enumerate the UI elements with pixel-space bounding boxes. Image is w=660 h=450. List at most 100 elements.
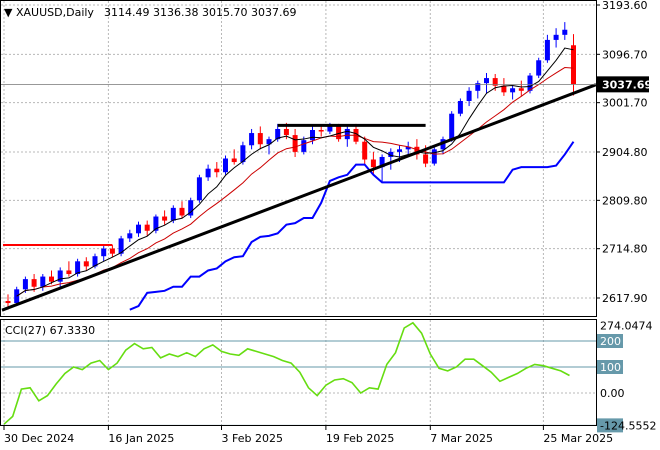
candles <box>5 22 576 310</box>
candle-body <box>501 85 507 93</box>
indicator-lines <box>16 47 575 311</box>
candle-body <box>553 34 559 40</box>
time-label: 7 Mar 2025 <box>430 432 493 445</box>
candle-body <box>5 301 11 304</box>
candle-body <box>414 146 420 155</box>
candle-body <box>344 128 350 140</box>
candle-body <box>162 216 168 221</box>
candle-body <box>336 126 342 140</box>
candle-body <box>170 207 176 221</box>
cci-level-tag <box>597 418 623 433</box>
candle-body <box>75 261 81 275</box>
symbol-dropdown-icon[interactable]: ▼ <box>4 6 13 19</box>
candle-body <box>492 78 498 86</box>
candle-body <box>205 168 211 178</box>
candle-body <box>318 129 324 132</box>
candle-body <box>109 248 115 254</box>
candle-body <box>136 224 141 234</box>
price-tick-label: 3001.70 <box>602 97 648 110</box>
price-grid <box>1 1 596 316</box>
candle-body <box>301 140 307 152</box>
candle-body <box>31 279 37 287</box>
candle-body <box>397 149 402 152</box>
candle-body <box>362 141 368 160</box>
cci-panel-frame <box>0 319 597 426</box>
candle-body <box>144 224 150 231</box>
candle-body <box>275 128 281 140</box>
ohlc-readout: 3114.49 3136.38 3015.70 3037.69 <box>104 6 296 19</box>
candle-body <box>257 133 263 145</box>
price-tick-label: 2617.90 <box>602 292 648 305</box>
time-label: 16 Jan 2025 <box>108 432 174 445</box>
candle-body <box>249 133 255 146</box>
price-panel-frame <box>0 0 597 317</box>
candle-body <box>449 113 455 140</box>
candle-body <box>536 60 542 76</box>
current-price-label: 3037.69 <box>602 78 652 91</box>
time-label: 3 Feb 2025 <box>222 432 283 445</box>
candle-body <box>57 270 63 282</box>
candle-body <box>214 168 220 173</box>
candle-body <box>196 177 202 201</box>
current-price-box <box>597 76 649 93</box>
candle-body <box>327 126 333 132</box>
candle-body <box>179 207 185 216</box>
candle-body <box>153 216 159 231</box>
cci-tick-label: -124.5552 <box>600 419 656 432</box>
candle-body <box>127 233 133 239</box>
candle-body <box>188 200 194 216</box>
support-channel-line <box>129 141 575 311</box>
price-tick-label: 2809.80 <box>602 194 648 207</box>
candle-body <box>484 78 489 84</box>
cci-level-tag <box>597 334 623 348</box>
price-tick-label: 3193.60 <box>602 0 648 12</box>
candle-body <box>466 90 472 101</box>
cci-line <box>3 321 570 425</box>
candle-body <box>310 129 315 141</box>
candle-body <box>571 45 576 85</box>
candle-body <box>101 248 107 257</box>
cci-axis: 274.0474 200 100 0.00 -124.5552 <box>597 320 656 433</box>
time-axis: 30 Dec 2024 16 Jan 2025 3 Feb 2025 19 Feb 2… <box>3 426 613 445</box>
candle-body <box>527 75 533 91</box>
fast-moving-average <box>16 47 574 297</box>
cci-series <box>3 321 570 425</box>
price-axis: 3193.60 3096.70 3001.70 2904.80 2809.80 2714.… <box>596 0 652 305</box>
symbol-label: XAUUSD,Daily <box>16 6 94 19</box>
candle-body <box>83 261 89 267</box>
candle-body <box>370 159 376 168</box>
candle-body <box>66 270 72 275</box>
time-label: 25 Mar 2025 <box>543 432 613 445</box>
time-label: 30 Dec 2024 <box>4 432 74 445</box>
candle-body <box>92 256 98 267</box>
candle-body <box>40 276 46 287</box>
candle-body <box>22 279 28 290</box>
candle-body <box>292 135 298 152</box>
candle-body <box>283 128 289 136</box>
candle-body <box>562 29 568 35</box>
cci-level-label: 200 <box>600 335 621 348</box>
candle-body <box>510 88 516 93</box>
candle-body <box>223 158 228 173</box>
cci-tick-label: 0.00 <box>600 387 625 400</box>
price-tick-label: 2904.80 <box>602 146 648 159</box>
candle-body <box>475 83 481 91</box>
cci-title: CCI(27) 67.3330 <box>5 324 95 337</box>
candle-body <box>118 238 124 254</box>
candle-body <box>457 100 463 114</box>
candle-body <box>388 151 394 157</box>
uptrend-line <box>1 83 597 312</box>
price-tick-label: 2714.80 <box>602 243 648 256</box>
candle-body <box>231 158 237 163</box>
candle-body <box>49 276 54 282</box>
candle-body <box>266 139 272 145</box>
cci-tick-label: 274.0474 <box>600 320 653 333</box>
cci-level-label: 100 <box>600 361 621 374</box>
cci-level-tag <box>597 360 623 374</box>
time-label: 19 Feb 2025 <box>326 432 394 445</box>
candle-body <box>518 88 524 91</box>
candle-body <box>240 145 246 163</box>
candle-body <box>423 154 429 164</box>
candle-body <box>379 156 385 168</box>
